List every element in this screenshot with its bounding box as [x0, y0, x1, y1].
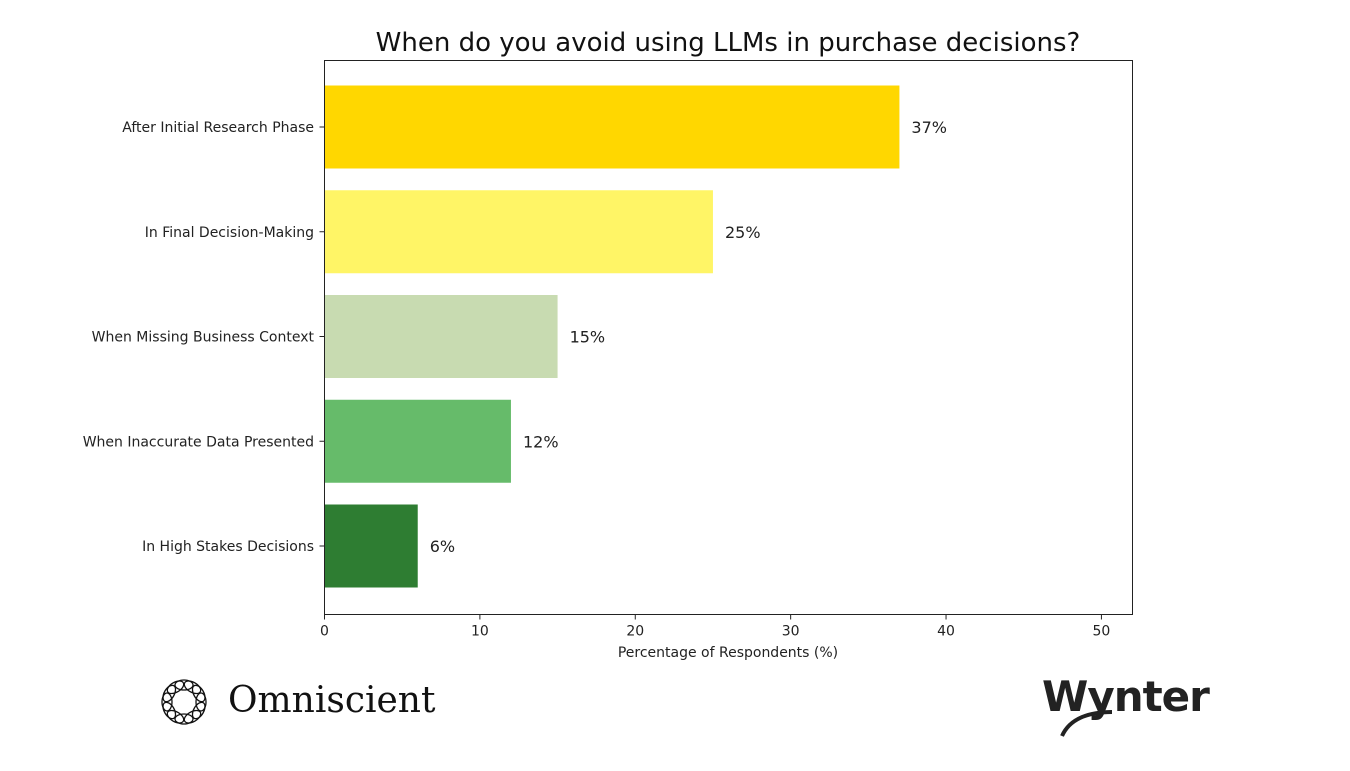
x-tick-label: 50 [1093, 624, 1111, 640]
x-tick-label: 10 [471, 624, 489, 640]
data-label: 6% [430, 537, 455, 556]
x-tick-label: 40 [937, 624, 955, 640]
bar [324, 399, 511, 483]
bar [324, 295, 558, 378]
x-tick-label: 0 [320, 624, 329, 640]
y-tick-label: In Final Decision-Making [145, 225, 314, 241]
omniscient-logo-icon [161, 679, 207, 725]
chart-title: When do you avoid using LLMs in purchase… [376, 28, 1081, 58]
x-tick-label: 30 [782, 624, 800, 640]
y-tick-label: When Missing Business Context [92, 330, 315, 346]
y-tick-label: In High Stakes Decisions [142, 539, 314, 555]
omniscient-logo: Omniscient [228, 680, 436, 721]
plot-frame [324, 60, 1133, 615]
x-axis-label: Percentage of Respondents (%) [618, 645, 838, 661]
data-label: 37% [911, 118, 947, 137]
wynter-logo: Wynter [1042, 672, 1210, 721]
y-tick-label: After Initial Research Phase [122, 120, 314, 136]
y-tick-label: When Inaccurate Data Presented [83, 434, 314, 450]
data-label: 25% [725, 223, 761, 242]
data-label: 15% [570, 328, 606, 347]
bar [324, 85, 900, 169]
data-label: 12% [523, 432, 559, 451]
x-tick-label: 20 [626, 624, 644, 640]
bar [324, 190, 713, 274]
bar [324, 504, 418, 588]
